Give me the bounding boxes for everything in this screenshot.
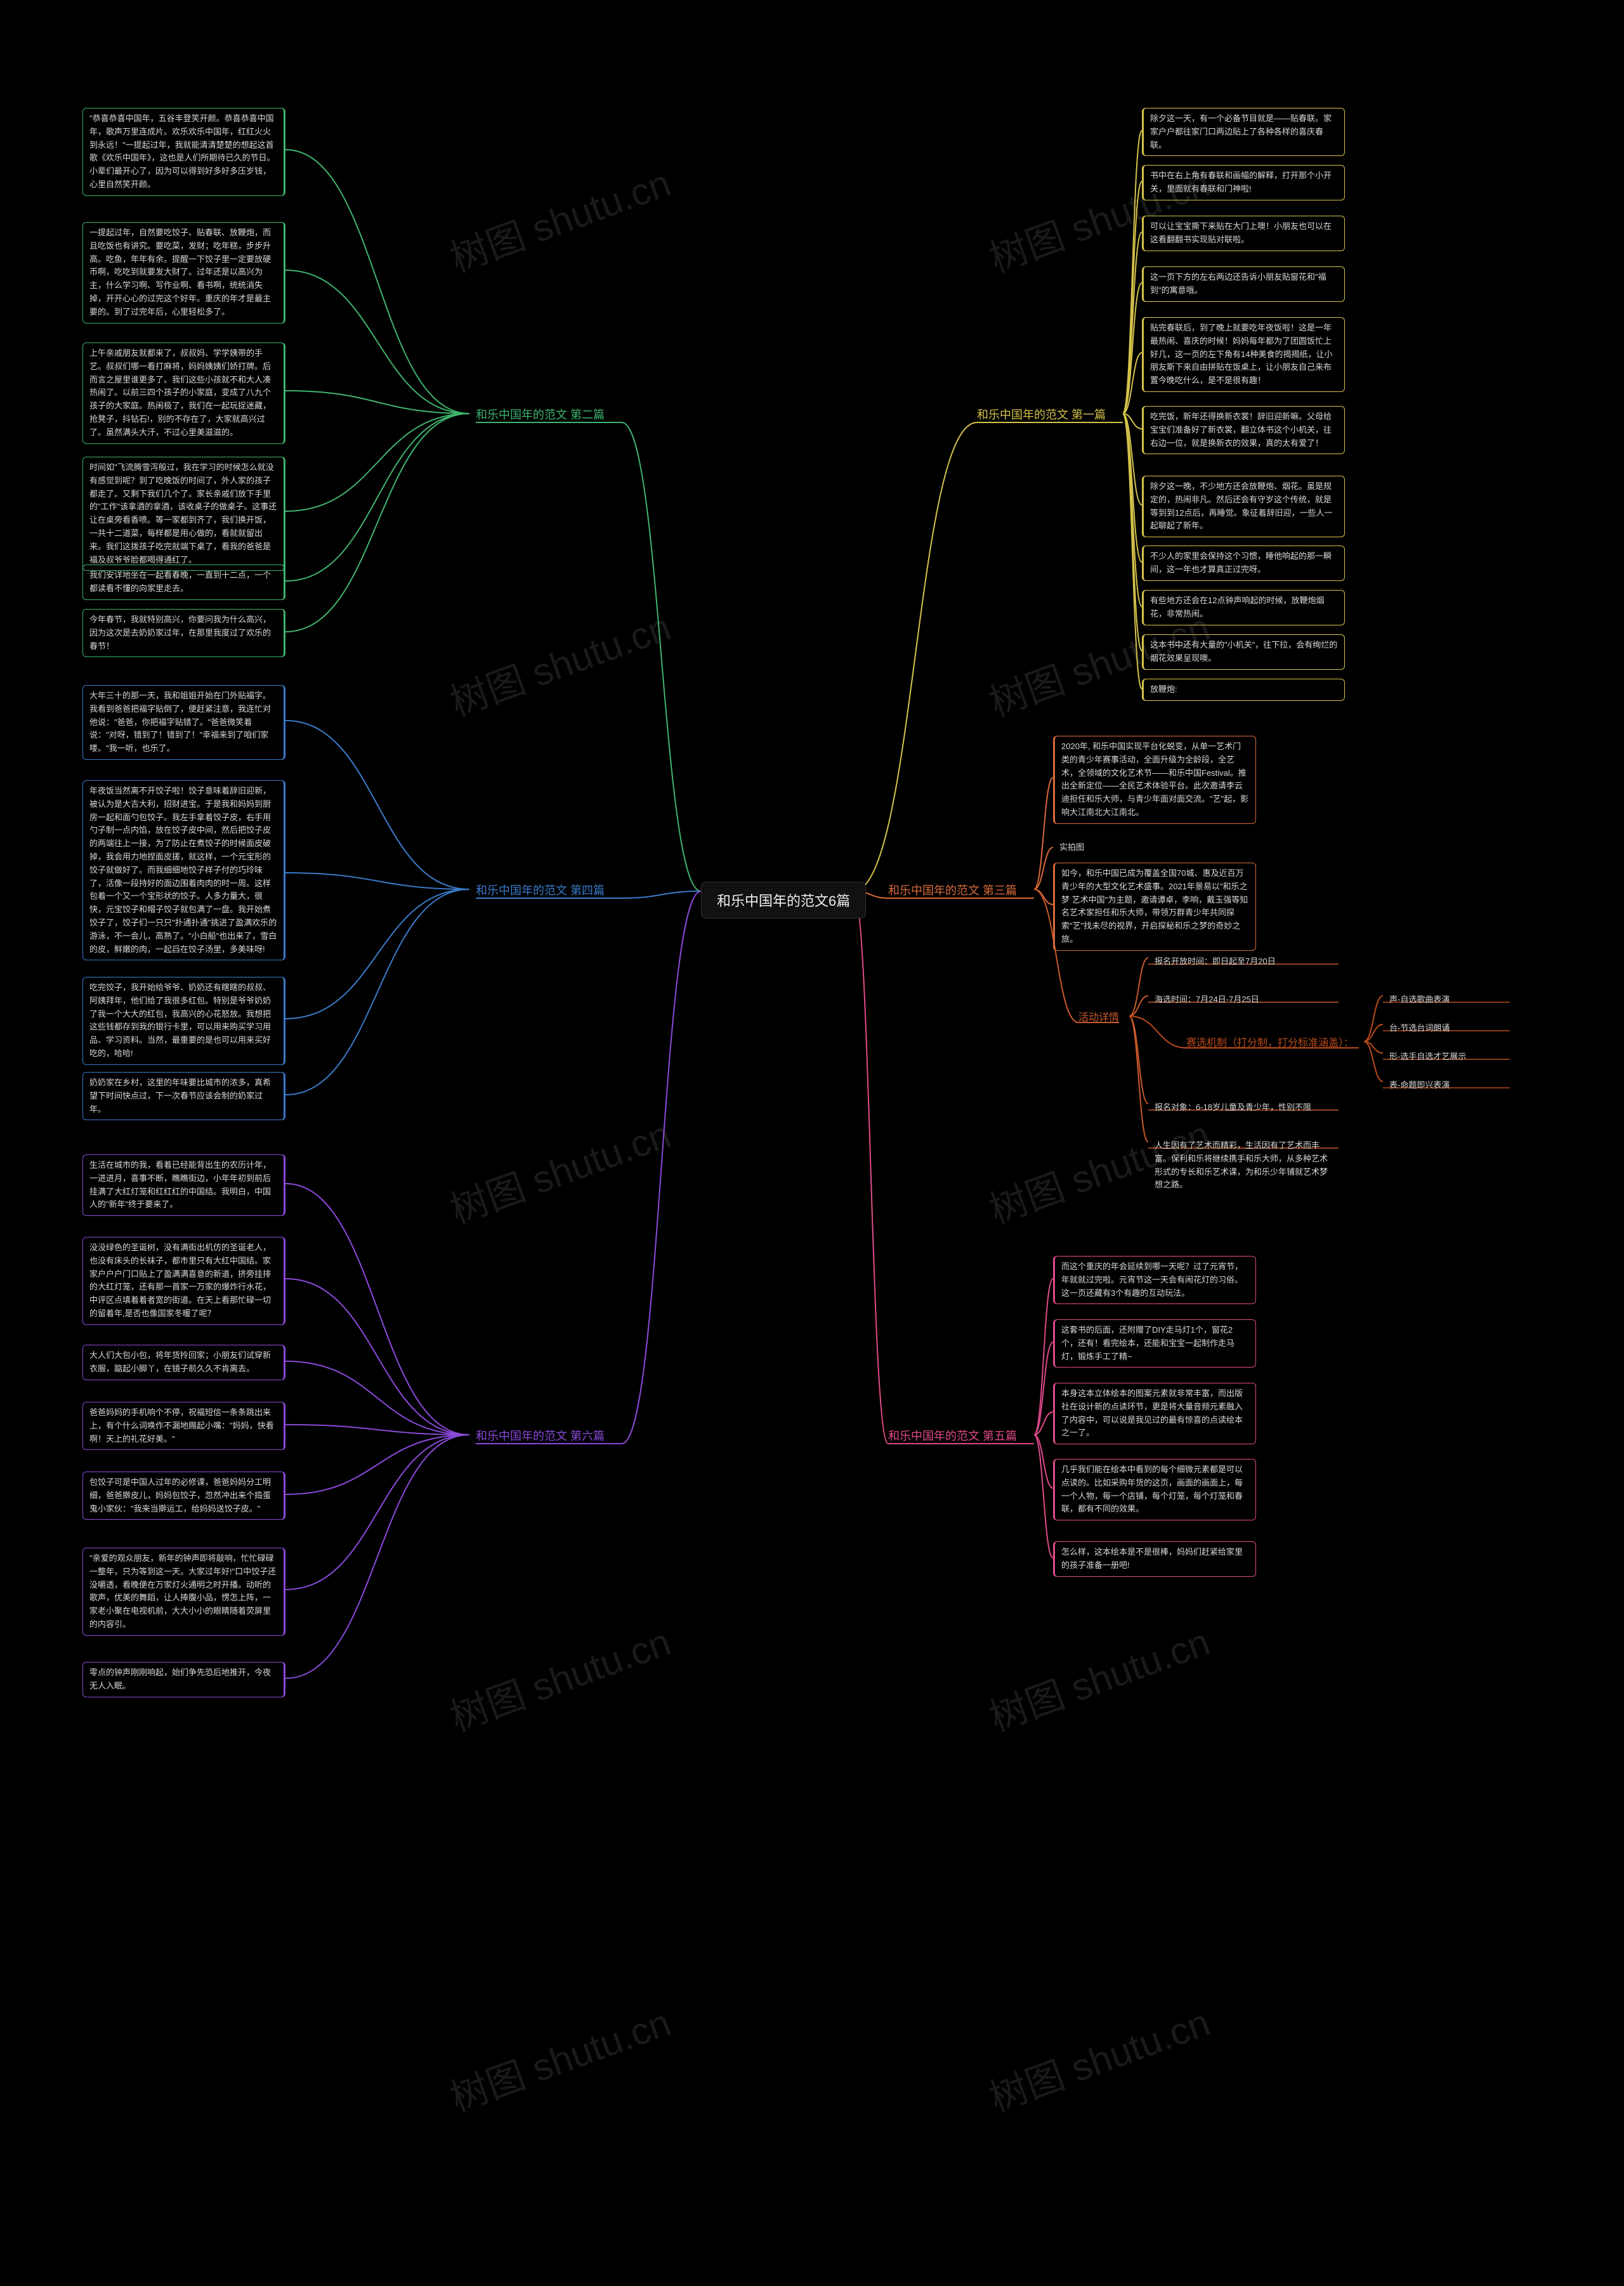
branch-label: 和乐中国年的范文 第一篇 <box>977 406 1106 422</box>
leaf-node: 实拍图 <box>1053 837 1256 858</box>
leaf-node: 而这个重庆的年会延续到哪一天呢？过了元宵节，年就就过完啦。元宵节这一天会有闹花灯… <box>1053 1256 1256 1304</box>
leaf-node: 吃完饭，新年还得换新衣裳！辞旧迎新嘛。父母给宝宝们准备好了新衣裳，翻立体书这个小… <box>1142 406 1345 454</box>
leaf-node: 这本书中还有大量的"小机关"，往下拉，会有绚烂的烟花效果呈现噢。 <box>1142 634 1345 670</box>
branch-label: 和乐中国年的范文 第六篇 <box>476 1427 605 1444</box>
watermark: 树图 shutu.cn <box>442 1611 677 1742</box>
leaf-node: 除夕这一天，有一个必备节目就是——贴春联。家家户户都往家门口两边贴上了各种各样的… <box>1142 108 1345 156</box>
sub-leaf-node: 形-选手自选才艺展示 <box>1383 1047 1510 1068</box>
leaf-node: 我们安详地坐在一起看春晚，一直到十二点，一个都读看不懂的向家里走去。 <box>82 565 285 600</box>
leaf-node: 零点的钟声刚刚响起，始们争先恐后地推开，今夜无人入眠。 <box>82 1662 285 1697</box>
leaf-node: 本身这本立体绘本的图案元素就非常丰富，而出版社在设计新的点读环节，更是将大量音频… <box>1053 1383 1256 1444</box>
branch-label: 和乐中国年的范文 第二篇 <box>476 406 605 422</box>
leaf-node: "亲爱的观众朋友，新年的钟声即将敲响，忙忙碌碌一整年，只为等到这一天。大家过年好… <box>82 1548 285 1636</box>
leaf-node: 大人们大包小包，将年货拎回家；小朋友们试穿新衣服，踮起小脚丫，在镜子前久久不肯离… <box>82 1345 285 1380</box>
leaf-node: 今年春节，我就特别高兴，你要问我为什么高兴，因为这次是去奶奶家过年，在那里我度过… <box>82 609 285 657</box>
watermark: 树图 shutu.cn <box>442 152 677 283</box>
leaf-node: 生活在城市的我，看着已经能背出生的农历计年，一进进月，喜事不断，瞧瞧街边，小年年… <box>82 1154 285 1216</box>
leaf-node: "恭喜恭喜中国年，五谷丰登笑开颜。恭喜恭喜中国年，歌声万里连成片。欢乐欢乐中国年… <box>82 108 285 196</box>
leaf-node: 时间如"飞流腾雪泻般过，我在学习的时候怎么就没有感觉到呢？到了吃晚饭的时间了，外… <box>82 457 285 571</box>
leaf-node: 可以让宝宝撕下来贴在大门上噢！小朋友也可以在这看翻翻书实现贴对联啦。 <box>1142 216 1345 251</box>
leaf-node: 贴完春联后，到了晚上就要吃年夜饭啦！这是一年最热闹、喜庆的时候！妈妈每年都为了团… <box>1142 317 1345 392</box>
leaf-node: 2020年, 和乐中国实现平台化蜕变，从单一艺术门类的青少年赛事活动，全面升级为… <box>1053 736 1256 824</box>
leaf-node: 吃完饺子，我开始给爷爷、奶奶还有瞎瞎的叔叔、阿姨拜年，他们给了我很多红包。特别是… <box>82 977 285 1065</box>
watermark: 树图 shutu.cn <box>442 596 677 727</box>
branch-label: 和乐中国年的范文 第五篇 <box>888 1427 1017 1444</box>
watermark: 树图 shutu.cn <box>442 1992 677 2122</box>
leaf-node: 包饺子可是中国人过年的必修课，爸爸妈妈分工明细，爸爸擀皮儿，妈妈包饺子，忽然冲出… <box>82 1472 285 1520</box>
leaf-node: 书中在右上角有春联和画幅的解释，打开那个小开关，里面就有春联和门神啦! <box>1142 165 1345 200</box>
leaf-node: 大年三十的那一天，我和姐姐开始在门外贴福字。我看到爸爸把福字贴倒了，便赶紧注意，… <box>82 685 285 760</box>
leaf-node: 怎么样，这本绘本是不是很棒，妈妈们赶紧给家里的孩子准备一册吧! <box>1053 1541 1256 1577</box>
leaf-node: 这套书的后面，还附赠了DIY走马灯1个，窗花2个，还有！看完绘本，还能和宝宝一起… <box>1053 1319 1256 1368</box>
leaf-node: 有些地方还会在12点钟声响起的时候，放鞭炮烟花，非常热闹。 <box>1142 590 1345 625</box>
leaf-node: 不少人的家里会保持这个习惯，睡他响起的那一瞬间，这一年也才算真正过完呀。 <box>1142 545 1345 581</box>
sub-leaf-node: 声-自选歌曲表演 <box>1383 990 1510 1010</box>
leaf-node: 奶奶家在乡村，这里的年味要比城市的浓多，真希望下时间快点过，下一次春节应该会制的… <box>82 1072 285 1120</box>
leaf-node: 没没绿色的圣诞树，没有满街出机仿的圣诞老人，也没有床头的长袜子，都市里只有大红中… <box>82 1237 285 1325</box>
leaf-node: 一提起过年，自然要吃饺子、贴春联、放鞭炮，而且吃饭也有讲究。要吃菜，发财；吃年糕… <box>82 222 285 323</box>
leaf-node: 几乎我们能在绘本中看到的每个细微元素都是可以点读的。比如采购年货的这页，画面的画… <box>1053 1459 1256 1520</box>
leaf-node: 放鞭炮: <box>1142 679 1345 701</box>
sub-branch-label: 活动详情 <box>1078 1009 1119 1024</box>
sub-leaf-node: 海选时间：7月24日-7月25日 <box>1148 990 1339 1010</box>
watermark: 树图 shutu.cn <box>442 1104 677 1234</box>
leaf-node: 上午亲戚朋友就都来了，叔叔妈、学学姨带的手艺。叔叔们哪一看打麻将，妈妈姨姨们娇打… <box>82 343 285 444</box>
watermark: 树图 shutu.cn <box>981 1992 1216 2122</box>
leaf-node: 如今，和乐中国已成为覆盖全国70城、惠及近百万青少年的大型文化艺术盛事。2021… <box>1053 863 1256 951</box>
sub-leaf-node: 台-节选台词朗诵 <box>1383 1018 1510 1039</box>
leaf-node: 年夜饭当然离不开饺子啦！饺子意味着辞旧迎新，被认为是大吉大利，招财进宝。于是我和… <box>82 780 285 960</box>
sub-branch-label: 赛选机制（打分制，打分标准涵盖）： <box>1186 1034 1354 1049</box>
sub-leaf-node: 表-命题即兴表演 <box>1383 1075 1510 1096</box>
sub-leaf-node: 报名对象：6-18岁儿童及青少年，性别不限 <box>1148 1097 1339 1118</box>
leaf-node: 爸爸妈妈的手机响个不停，祝福短信一条条跳出来上，有个什么词唤作不漏地赐起小嘴："… <box>82 1402 285 1450</box>
leaf-node: 这一页下方的左右两边还告诉小朋友贴窗花和"福到"的寓意哦。 <box>1142 266 1345 302</box>
sub-leaf-node: 人生因有了艺术而精彩，生活因有了艺术而丰富。保利和乐将继续携手和乐大师，从多种艺… <box>1148 1135 1339 1196</box>
center-node: 和乐中国年的范文6篇 <box>701 882 866 918</box>
sub-leaf-node: 报名开放时间：即日起至7月20日 <box>1148 951 1339 972</box>
watermark: 树图 shutu.cn <box>981 1611 1216 1742</box>
branch-label: 和乐中国年的范文 第三篇 <box>888 882 1017 898</box>
leaf-node: 除夕这一晚，不少地方还会放鞭炮、烟花。虽是规定的，热闹非凡。然后还会有守岁这个传… <box>1142 476 1345 537</box>
branch-label: 和乐中国年的范文 第四篇 <box>476 882 605 898</box>
